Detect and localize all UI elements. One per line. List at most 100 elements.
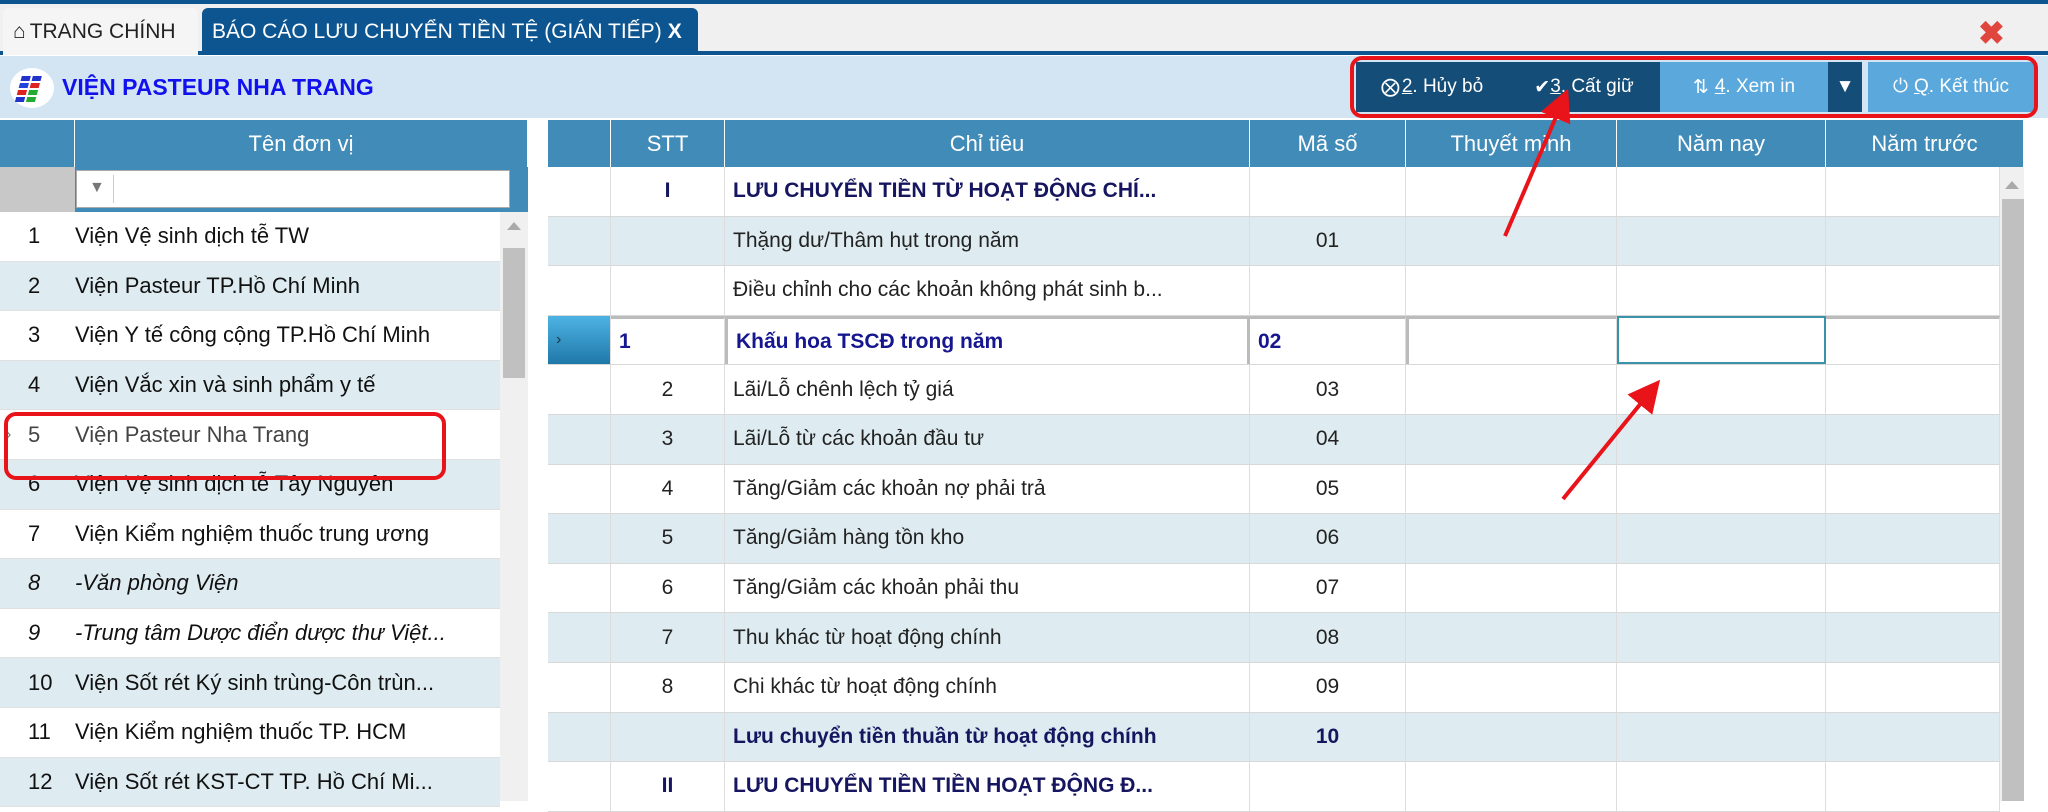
code-cell[interactable]: 03 [1250,365,1406,414]
tab-cash-flow-report[interactable]: BÁO CÁO LƯU CHUYỂN TIỀN TỆ (GIÁN TIẾP) X [202,8,698,55]
unit-row[interactable]: › 5 Viện Pasteur Nha Trang [0,410,500,460]
previous-year-cell[interactable] [1826,216,2000,266]
stt-cell[interactable] [611,266,725,315]
note-cell[interactable] [1406,266,1617,315]
stt-cell[interactable]: II [611,762,725,811]
scrollbar-thumb[interactable] [503,248,525,378]
report-row[interactable]: 6 Tăng/Giảm các khoản phải thu 07 [548,563,2000,614]
indicator-name-cell[interactable]: Lưu chuyển tiền thuần từ hoạt động chính [725,712,1250,762]
previous-year-cell[interactable] [1826,514,2000,563]
note-cell[interactable] [1406,365,1617,414]
note-cell[interactable] [1406,563,1617,613]
row-indicator[interactable] [548,663,611,712]
tab-home[interactable]: ⌂ TRANG CHÍNH [3,8,198,55]
indicator-name-cell[interactable]: Tăng/Giảm các khoản phải thu [725,563,1250,613]
report-row[interactable]: 3 Lãi/Lỗ từ các khoản đầu tư 04 [548,415,2000,465]
header-note[interactable]: Thuyết minh [1406,120,1617,167]
stt-cell[interactable]: 8 [611,663,725,712]
report-row[interactable]: 4 Tăng/Giảm các khoản nợ phải trả 05 [548,464,2000,515]
note-cell[interactable] [1406,762,1617,811]
stt-cell[interactable]: 4 [611,464,725,514]
current-year-cell[interactable] [1617,663,1826,712]
unit-filter-input[interactable]: ▼ [76,170,510,208]
unit-row[interactable]: 1 Viện Vệ sinh dịch tễ TW [0,212,500,262]
current-year-cell[interactable] [1617,712,1826,762]
scroll-up-icon[interactable] [2005,181,2019,189]
indicator-name-cell[interactable]: Tăng/Giảm hàng tồn kho [725,514,1250,563]
header-code[interactable]: Mã số [1250,120,1406,167]
unit-row[interactable]: 2 Viện Pasteur TP.Hồ Chí Minh [0,261,500,312]
indicator-name-cell[interactable]: Thu khác từ hoạt động chính [725,613,1250,662]
stt-cell[interactable]: 5 [611,514,725,563]
current-year-cell[interactable] [1617,514,1826,563]
current-year-cell[interactable] [1617,167,1826,216]
indicator-name-cell[interactable]: Thặng dư/Thâm hụt trong năm [725,216,1250,266]
current-year-cell[interactable] [1617,563,1826,613]
note-cell[interactable] [1406,315,1617,365]
report-row[interactable]: I LƯU CHUYỂN TIỀN TỪ HOẠT ĐỘNG CHÍ... [548,167,2000,217]
unit-row[interactable]: 8 -Văn phòng Viện [0,559,500,609]
close-icon[interactable]: ✖ [1978,15,2005,51]
indicator-name-cell[interactable]: LƯU CHUYỂN TIỀN TỪ HOẠT ĐỘNG CHÍ... [725,167,1250,216]
row-indicator[interactable] [548,464,611,514]
report-row[interactable]: Điều chỉnh cho các khoản không phát sinh… [548,266,2000,316]
previous-year-cell[interactable] [1826,167,2000,216]
report-row[interactable]: 7 Thu khác từ hoạt động chính 08 [548,613,2000,663]
code-cell[interactable] [1250,762,1406,811]
unit-row[interactable]: 7 Viện Kiểm nghiệm thuốc trung ương [0,510,500,560]
header-previous-year[interactable]: Năm trước [1826,120,2024,167]
indicator-name-cell[interactable]: Lãi/Lỗ chênh lệch tỷ giá [725,365,1250,414]
previous-year-cell[interactable] [1826,266,2000,315]
previous-year-cell[interactable] [1826,315,2000,365]
current-year-cell[interactable] [1617,464,1826,514]
preview-button[interactable]: ⇅ 4. Xem in [1660,62,1828,112]
current-year-cell[interactable] [1617,266,1826,315]
unit-row[interactable]: 11 Viện Kiểm nghiệm thuốc TP. HCM [0,708,500,758]
row-indicator[interactable] [548,563,611,613]
header-stt[interactable]: STT [611,120,725,167]
filter-icon[interactable]: ▼ [89,179,105,196]
previous-year-cell[interactable] [1826,563,2000,613]
indicator-name-cell[interactable]: Tăng/Giảm các khoản nợ phải trả [725,464,1250,514]
stt-cell[interactable] [611,712,725,762]
code-cell[interactable]: 07 [1250,563,1406,613]
unit-row[interactable]: 10 Viện Sốt rét Ký sinh trùng-Côn trùn... [0,658,500,708]
note-cell[interactable] [1406,464,1617,514]
stt-cell[interactable] [611,216,725,266]
stt-cell[interactable]: 1 [611,315,725,365]
current-year-cell[interactable] [1617,762,1826,811]
preview-dropdown-button[interactable]: ▼ [1828,62,1862,112]
row-indicator[interactable] [548,613,611,662]
unit-row[interactable]: 9 -Trung tâm Dược điển dược thư Việt... [0,609,500,659]
report-row[interactable]: Lưu chuyển tiền thuần từ hoạt động chính… [548,712,2000,763]
unit-row[interactable]: 4 Viện Vắc xin và sinh phẩm y tế [0,360,500,411]
unit-row[interactable]: 6 Viện Vệ sinh dịch tễ Tây Nguyên [0,460,500,510]
code-cell[interactable]: 06 [1250,514,1406,563]
previous-year-cell[interactable] [1826,762,2000,811]
previous-year-cell[interactable] [1826,613,2000,662]
row-indicator[interactable] [548,514,611,563]
row-indicator[interactable] [548,365,611,414]
code-cell[interactable]: 02 [1250,315,1406,365]
code-cell[interactable] [1250,167,1406,216]
current-year-cell[interactable] [1617,365,1826,414]
report-row[interactable]: 5 Tăng/Giảm hàng tồn kho 06 [548,514,2000,564]
note-cell[interactable] [1406,613,1617,662]
stt-cell[interactable]: 6 [611,563,725,613]
note-cell[interactable] [1406,712,1617,762]
indicator-name-cell[interactable]: Chi khác từ hoạt động chính [725,663,1250,712]
header-unit-name[interactable]: Tên đơn vị [75,120,528,167]
indicator-name-cell[interactable]: Lãi/Lỗ từ các khoản đầu tư [725,415,1250,464]
code-cell[interactable]: 05 [1250,464,1406,514]
note-cell[interactable] [1406,167,1617,216]
row-indicator[interactable]: › [548,315,611,365]
code-cell[interactable]: 08 [1250,613,1406,662]
current-year-cell[interactable] [1617,315,1826,365]
unit-list-scrollbar[interactable] [500,212,528,801]
cancel-button[interactable]: ⨂ 2. Hủy bỏ [1356,62,1508,112]
code-cell[interactable]: 09 [1250,663,1406,712]
unit-row[interactable]: 12 Viện Sốt rét KST-CT TP. Hồ Chí Mi... [0,757,500,808]
stt-cell[interactable]: 2 [611,365,725,414]
indicator-name-cell[interactable]: Điều chỉnh cho các khoản không phát sinh… [725,266,1250,315]
header-current-year[interactable]: Năm nay [1617,120,1826,167]
